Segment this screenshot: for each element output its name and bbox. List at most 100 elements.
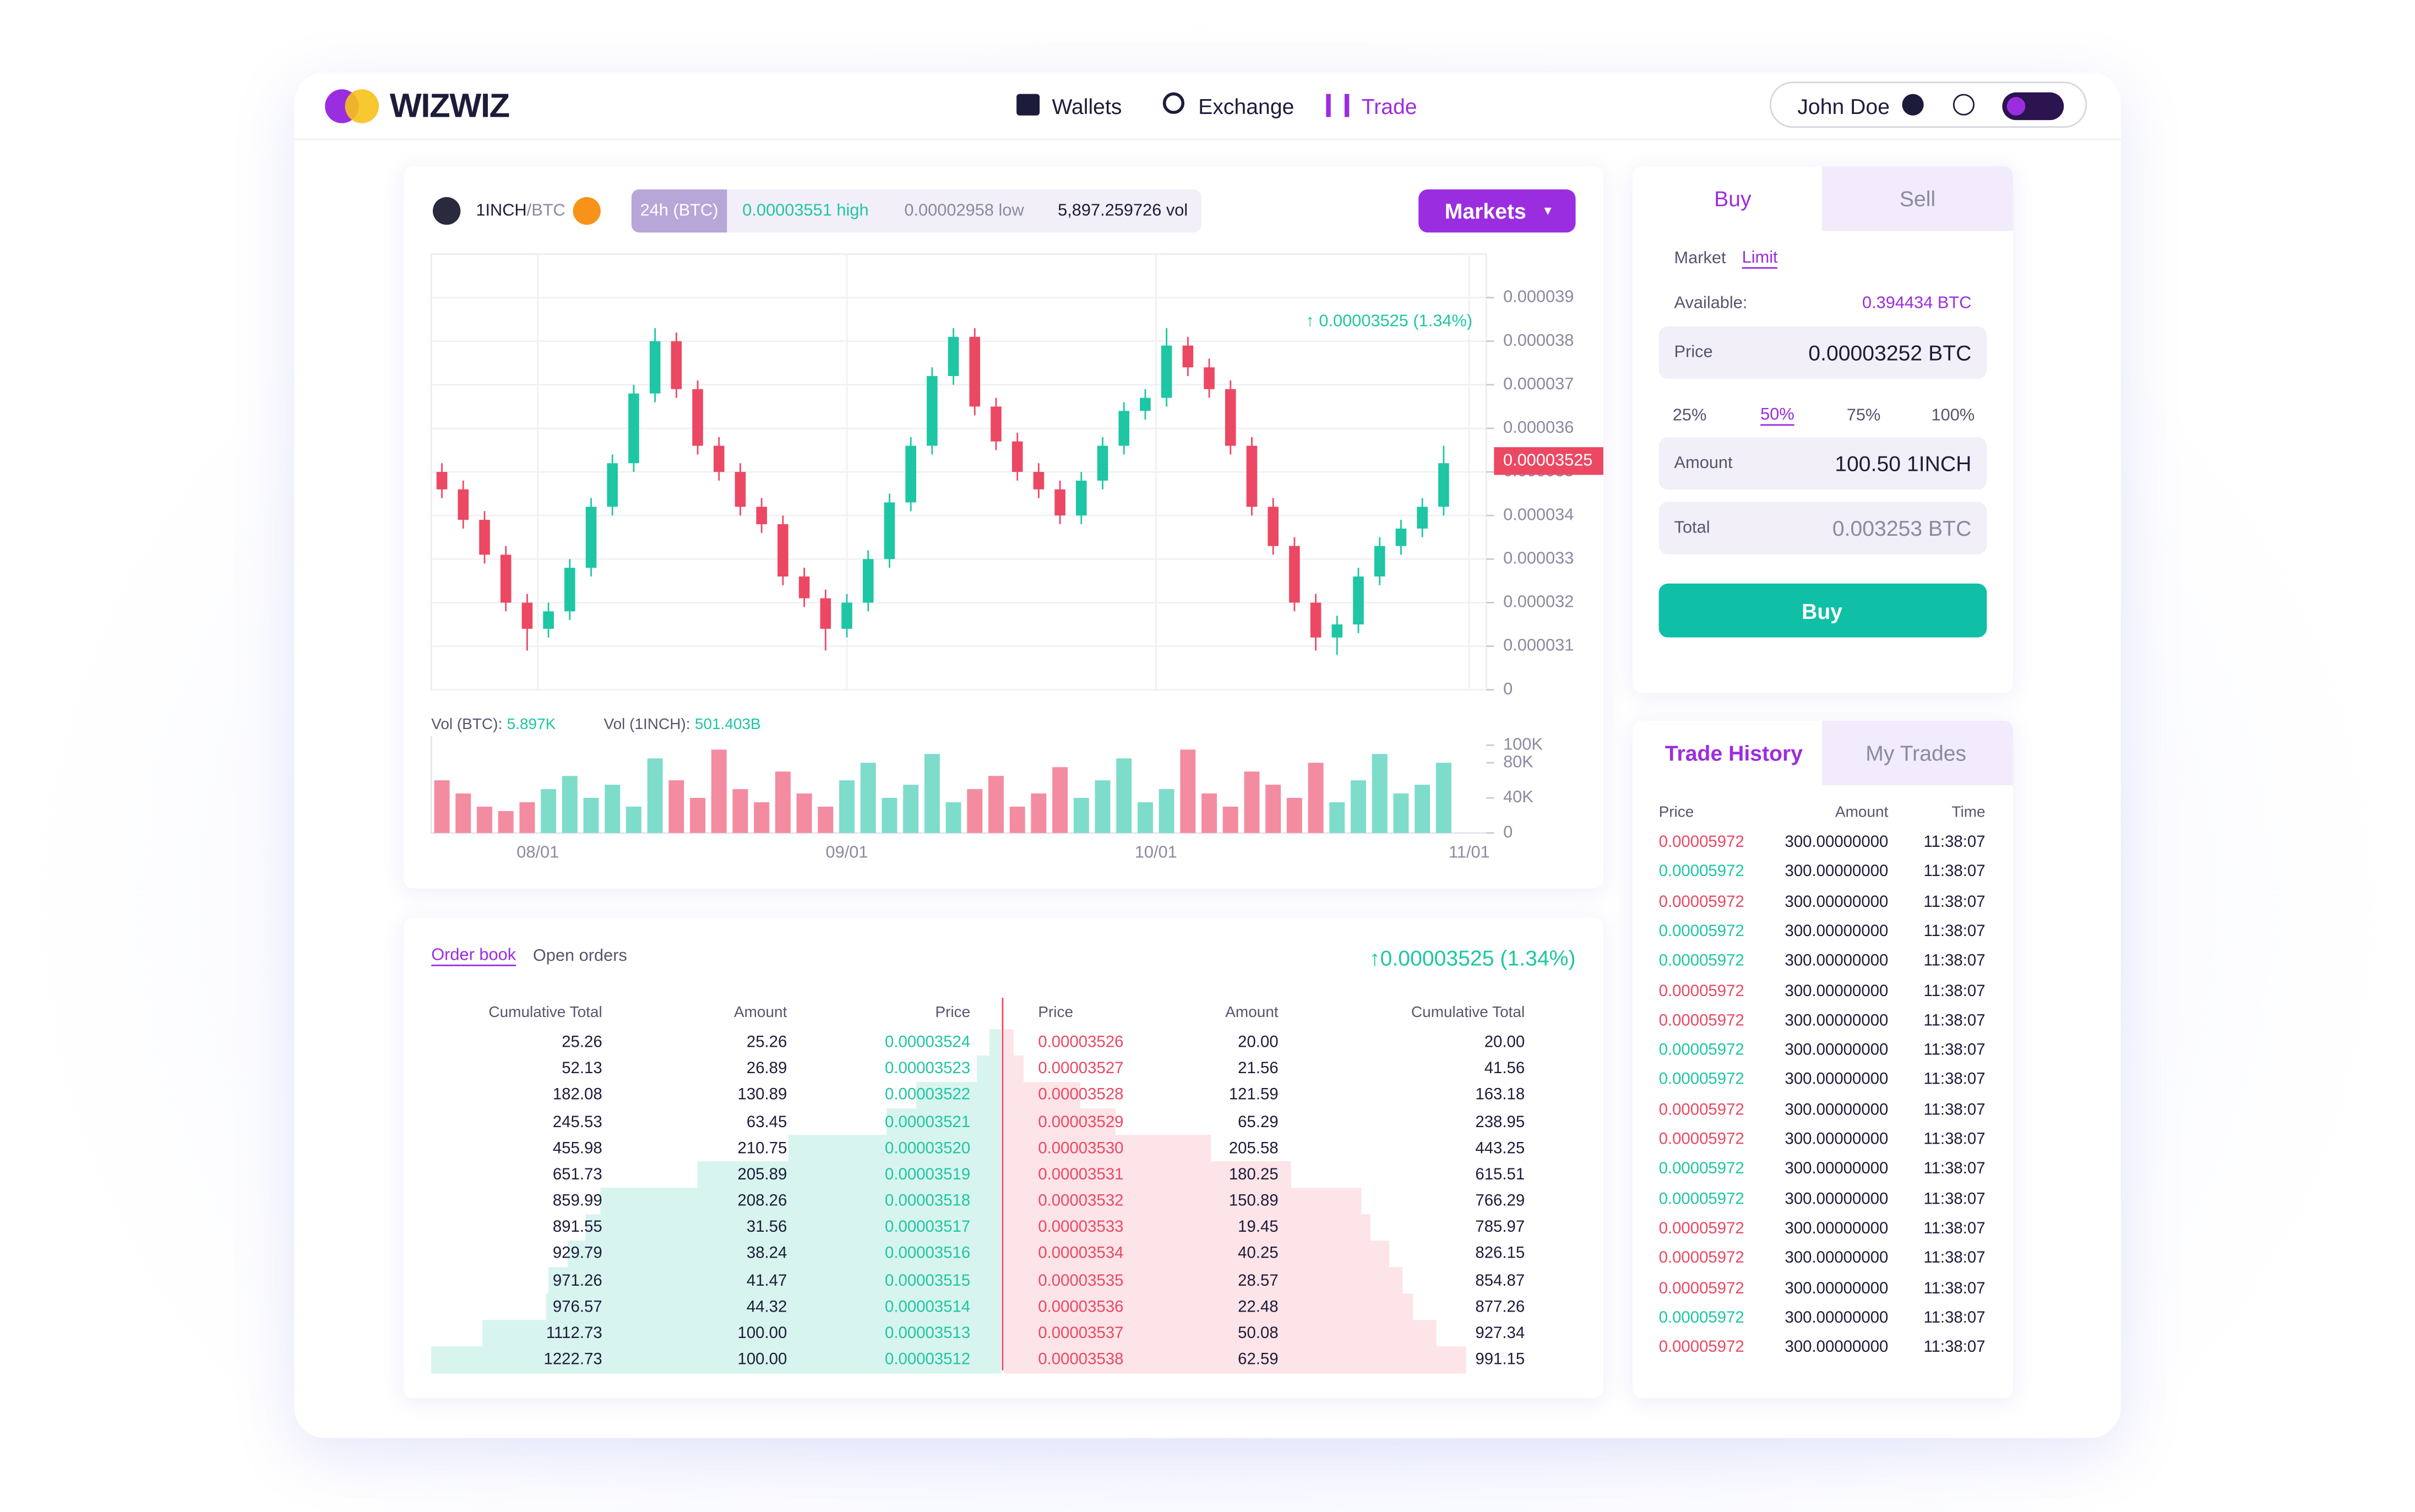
my-trades-tab[interactable]: My Trades (1865, 741, 1967, 765)
period-chip (631, 189, 727, 233)
ask-cell: 150.89 (1228, 1192, 1279, 1210)
buy-button[interactable] (1658, 583, 1987, 638)
nav-link[interactable]: Wallets (1052, 94, 1122, 119)
bid-cell: 52.13 (562, 1059, 602, 1078)
volume-bar (988, 776, 1004, 833)
markets-label[interactable]: Markets (1444, 198, 1526, 224)
trade-cell: 11:38:07 (1923, 1249, 1986, 1268)
candle-body (713, 445, 725, 472)
volume-bar (1329, 802, 1345, 833)
candle-body (1353, 576, 1364, 625)
amount-input[interactable] (1658, 437, 1987, 490)
trade-cell: 11:38:07 (1923, 981, 1986, 1000)
trade-cell: 300.00000000 (1785, 1070, 1889, 1090)
globe-icon[interactable] (1952, 94, 1975, 116)
ask-cell: 238.95 (1475, 1112, 1525, 1131)
exchange-icon (1162, 92, 1185, 114)
bid-depth (548, 1267, 1002, 1295)
ask-cell: 0.00003537 (1038, 1324, 1124, 1342)
bid-depth (568, 1241, 1002, 1268)
bid-cell: 0.00003524 (885, 1033, 971, 1052)
bid-cell: 929.79 (552, 1244, 602, 1263)
column-header: Amount (1225, 1004, 1279, 1022)
nav-link[interactable]: Trade (1361, 94, 1417, 119)
volume-bar (1095, 780, 1111, 833)
markets-button[interactable] (1418, 189, 1576, 233)
trade-cell: 300.00000000 (1785, 862, 1889, 882)
sell-tab[interactable]: Sell (1899, 186, 1936, 211)
ask-cell: 877.26 (1475, 1297, 1525, 1316)
buy-tab[interactable]: Buy (1714, 186, 1752, 211)
ask-cell: 65.29 (1238, 1112, 1279, 1131)
ask-depth (1004, 1267, 1403, 1295)
nav-link[interactable]: Exchange (1198, 94, 1294, 119)
volume-bar (1372, 754, 1388, 833)
trade-cell: 300.00000000 (1785, 922, 1889, 941)
theme-toggle[interactable] (2002, 92, 2064, 121)
ask-cell: 41.56 (1484, 1059, 1525, 1078)
market-type[interactable]: Market (1674, 249, 1726, 268)
ask-depth (1004, 1346, 1466, 1374)
trade-cell: 0.00005972 (1658, 1160, 1744, 1178)
total-input[interactable] (1658, 502, 1987, 554)
ask-depth (1004, 1188, 1362, 1215)
ask-cell: 28.57 (1238, 1271, 1279, 1290)
logo-icon (345, 89, 379, 123)
column-header: Price (935, 1004, 971, 1022)
candle-body (798, 576, 810, 599)
percent[interactable]: 50% (1760, 406, 1794, 426)
percent[interactable]: 25% (1672, 406, 1707, 425)
last-price: ↑0.00003525 (1.34%) (1369, 945, 1576, 970)
order-book-tab[interactable]: Order book (431, 946, 516, 966)
bid-depth (431, 1346, 1002, 1374)
trade-history-tab[interactable]: Trade History (1665, 741, 1803, 765)
volume-bar (605, 785, 621, 833)
column-header: Price (1658, 804, 1694, 822)
trade-cell: 0.00005972 (1658, 833, 1744, 852)
user-name[interactable]: John Doe (1797, 94, 1890, 119)
candle-body (756, 507, 767, 525)
volume-bar (945, 802, 961, 833)
open-orders-tab[interactable]: Open orders (532, 947, 627, 966)
ask-cell: 826.15 (1475, 1244, 1525, 1263)
candle-body (735, 472, 746, 507)
volume-bar (583, 798, 599, 833)
ask-cell: 0.00003533 (1038, 1218, 1124, 1237)
candle-body (1268, 507, 1279, 546)
price-input[interactable] (1658, 326, 1987, 379)
trade-cell: 300.00000000 (1785, 1130, 1889, 1149)
amount-value[interactable]: 100.50 1INCH (1835, 451, 1972, 476)
volume-bar (967, 789, 983, 833)
token-icon (433, 197, 461, 225)
candle-body (1204, 367, 1215, 389)
limit-type[interactable]: Limit (1742, 249, 1778, 269)
percent[interactable]: 100% (1931, 406, 1975, 425)
volume-bar (903, 785, 919, 833)
volume-bar (562, 776, 578, 833)
buy-button-label[interactable]: Buy (1802, 599, 1843, 624)
percent[interactable]: 75% (1846, 406, 1881, 425)
y-tick-label: 0.000039 (1503, 287, 1574, 306)
user-pill[interactable] (1769, 81, 2087, 128)
trade-cell: 11:38:07 (1923, 922, 1986, 941)
volume-legend-value: 501.403B (694, 716, 761, 734)
bid-cell: 976.57 (552, 1297, 602, 1316)
volume-bar (1308, 763, 1324, 833)
trade-cell: 11:38:07 (1923, 1160, 1986, 1178)
candle-body (927, 376, 938, 446)
ask-cell: 62.59 (1238, 1350, 1279, 1369)
bid-cell: 651.73 (552, 1165, 602, 1184)
volume-bar (434, 780, 450, 833)
ask-cell: 0.00003538 (1038, 1350, 1124, 1369)
price-value[interactable]: 0.00003252 BTC (1808, 340, 1972, 365)
ask-cell: 927.34 (1475, 1324, 1525, 1342)
trade-cell: 11:38:07 (1923, 892, 1986, 911)
bid-cell: 0.00003518 (885, 1192, 971, 1210)
bid-cell: 245.53 (552, 1112, 602, 1131)
candle-body (500, 554, 512, 603)
candle-body (905, 445, 916, 503)
bid-cell: 100.00 (737, 1324, 787, 1342)
trade-cell: 11:38:07 (1923, 1219, 1986, 1238)
trade-cell: 0.00005972 (1658, 1279, 1744, 1297)
